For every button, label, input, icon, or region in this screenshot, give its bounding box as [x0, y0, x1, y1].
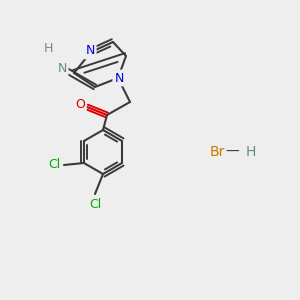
Text: N: N: [85, 44, 95, 58]
Text: H: H: [246, 145, 256, 159]
Text: —: —: [225, 145, 239, 159]
Text: N: N: [114, 71, 124, 85]
Text: O: O: [75, 98, 85, 112]
Text: N: N: [57, 61, 67, 74]
Text: H: H: [43, 41, 53, 55]
Text: Br: Br: [210, 145, 225, 159]
Text: Cl: Cl: [48, 158, 60, 172]
Text: Cl: Cl: [89, 197, 101, 211]
